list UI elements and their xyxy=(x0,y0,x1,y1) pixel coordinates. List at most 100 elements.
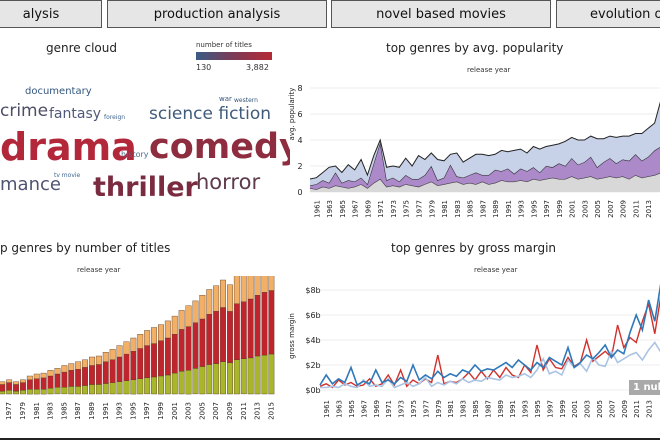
genre-cloud: documentary war western crime fantasy fo… xyxy=(0,80,290,210)
titles-bar-1991-series-3 xyxy=(102,351,109,362)
titles-bar-2009-series-1 xyxy=(226,362,233,395)
gross-x-tick: 1981 xyxy=(447,400,455,418)
cloud-word-documentary[interactable]: documentary xyxy=(25,86,92,97)
titles-bar-2015-series-3 xyxy=(268,276,275,291)
titles-bar-2000-series-2 xyxy=(164,337,171,376)
titles-x-tick: 1993 xyxy=(116,402,124,420)
titles-x-tick: 2015 xyxy=(267,402,275,420)
popularity-x-tick: 1997 xyxy=(543,200,551,218)
titles-bar-1995-series-1 xyxy=(130,379,137,395)
tab-novel-based-movies[interactable]: novel based movies xyxy=(331,0,551,28)
titles-bar-2005-series-1 xyxy=(199,366,206,395)
titles-bar-2001-series-1 xyxy=(171,372,178,395)
cloud-word-crime[interactable]: crime xyxy=(0,101,49,121)
tab-evolution-of[interactable]: evolution of xyxy=(556,0,660,28)
popularity-x-tick: 1971 xyxy=(377,200,385,218)
titles-bar-2001-series-2 xyxy=(171,333,178,374)
gross-x-tick: 1999 xyxy=(559,400,567,418)
titles-bar-1986-series-2 xyxy=(68,370,75,387)
titles-bar-1999-series-3 xyxy=(157,324,164,341)
cloud-word-drama[interactable]: drama xyxy=(0,125,137,169)
titles-bar-1996-series-2 xyxy=(137,348,144,380)
cloud-word-western[interactable]: western xyxy=(234,97,258,104)
titles-bar-1981-series-1 xyxy=(33,389,40,395)
titles-x-tick: 2003 xyxy=(185,402,193,420)
gross-x-tick: 1979 xyxy=(435,400,443,418)
cloud-word-romance[interactable]: mance xyxy=(0,174,61,195)
popularity-x-tick: 2005 xyxy=(594,200,602,218)
titles-x-tick: 2007 xyxy=(212,402,220,420)
titles-bar-1976-series-1 xyxy=(0,390,6,395)
titles-bar-1994-series-3 xyxy=(123,341,130,355)
titles-bar-1988-series-3 xyxy=(82,359,89,368)
popularity-x-tick: 1975 xyxy=(403,200,411,218)
popularity-x-tick: 2009 xyxy=(620,200,628,218)
cloud-word-history[interactable]: history xyxy=(121,150,149,159)
cloud-word-horror[interactable]: horror xyxy=(196,170,261,194)
cloud-word-war[interactable]: war xyxy=(219,95,232,103)
cloud-word-foreign[interactable]: foreign xyxy=(104,114,126,121)
popularity-y-tick: 6 xyxy=(297,110,302,119)
titles-bar-2006-series-1 xyxy=(206,364,213,395)
titles-bar-2013-series-3 xyxy=(254,276,261,296)
titles-bar-1990-series-1 xyxy=(95,384,102,395)
gross-y-tick: $6b xyxy=(305,311,320,320)
titles-bar-1997-series-3 xyxy=(144,330,151,346)
gross-x-tick: 1985 xyxy=(472,400,480,418)
titles-bar-2007-series-2 xyxy=(213,311,220,364)
popularity-chart-subtitle: release year xyxy=(467,66,511,74)
gross-x-tick: 2009 xyxy=(621,400,629,418)
titles-x-tick: 2013 xyxy=(254,402,262,420)
titles-bar-1999-series-1 xyxy=(157,375,164,395)
titles-bar-1987-series-2 xyxy=(75,369,82,387)
cloud-word-thriller[interactable]: thriller xyxy=(93,172,198,203)
tab-production-analysis[interactable]: production analysis xyxy=(107,0,327,28)
cloud-word-fantasy[interactable]: fantasy xyxy=(49,106,102,122)
titles-bar-1982-series-1 xyxy=(40,389,47,395)
titles-x-tick: 1999 xyxy=(157,402,165,420)
gross-x-tick: 1971 xyxy=(385,400,393,418)
titles-bar-2013-series-1 xyxy=(254,355,261,395)
null-values-badge[interactable]: 1 nul xyxy=(629,380,660,395)
popularity-x-tick: 2011 xyxy=(632,200,640,218)
titles-bar-2014-series-2 xyxy=(261,292,268,356)
titles-bar-1995-series-2 xyxy=(130,351,137,381)
titles-bar-2009-series-2 xyxy=(226,311,233,363)
titles-bar-1977-series-2 xyxy=(6,382,13,391)
gross-y-tick: $8b xyxy=(305,286,320,295)
popularity-x-tick: 1983 xyxy=(454,200,462,218)
titles-bar-2008-series-2 xyxy=(220,307,227,362)
titles-bar-1995-series-3 xyxy=(130,337,137,352)
titles-bar-1984-series-1 xyxy=(54,387,61,395)
popularity-chart-title: top genres by avg. popularity xyxy=(386,41,564,55)
titles-bar-2003-series-2 xyxy=(185,326,192,371)
titles-bar-1990-series-3 xyxy=(95,355,102,365)
titles-bar-1997-series-2 xyxy=(144,345,151,378)
cloud-word-science-fiction[interactable]: science fiction xyxy=(149,104,271,124)
cloud-word-comedy[interactable]: comedy xyxy=(149,127,290,167)
titles-x-tick: 2011 xyxy=(240,402,248,420)
titles-bar-2003-series-1 xyxy=(185,370,192,395)
cloud-word-tv-movie[interactable]: tv movie xyxy=(54,172,81,179)
popularity-x-tick: 1977 xyxy=(415,200,423,218)
titles-bar-1977-series-1 xyxy=(6,389,13,395)
titles-bar-1990-series-2 xyxy=(95,364,102,385)
gross-x-tick: 1975 xyxy=(410,400,418,418)
gross-x-tick: 1995 xyxy=(534,400,542,418)
titles-bar-1994-series-1 xyxy=(123,380,130,395)
titles-bar-1982-series-2 xyxy=(40,377,47,390)
gross-x-tick: 1965 xyxy=(348,400,356,418)
tab-analysis[interactable]: alysis xyxy=(0,0,102,28)
titles-bar-1991-series-1 xyxy=(102,383,109,395)
genre-cloud-legend-title: number of titles xyxy=(196,41,252,49)
gross-y-axis-label: gross margin xyxy=(288,313,296,359)
popularity-x-tick: 1995 xyxy=(530,200,538,218)
titles-bar-1988-series-2 xyxy=(82,367,89,386)
titles-bar-1984-series-3 xyxy=(54,368,61,375)
popularity-area-series-3 xyxy=(310,103,660,186)
titles-bar-2005-series-2 xyxy=(199,318,206,367)
titles-bar-1985-series-2 xyxy=(61,371,68,388)
gross-x-tick: 2007 xyxy=(608,400,616,418)
titles-bar-1977-series-3 xyxy=(6,379,13,383)
titles-bar-1989-series-2 xyxy=(88,365,95,385)
